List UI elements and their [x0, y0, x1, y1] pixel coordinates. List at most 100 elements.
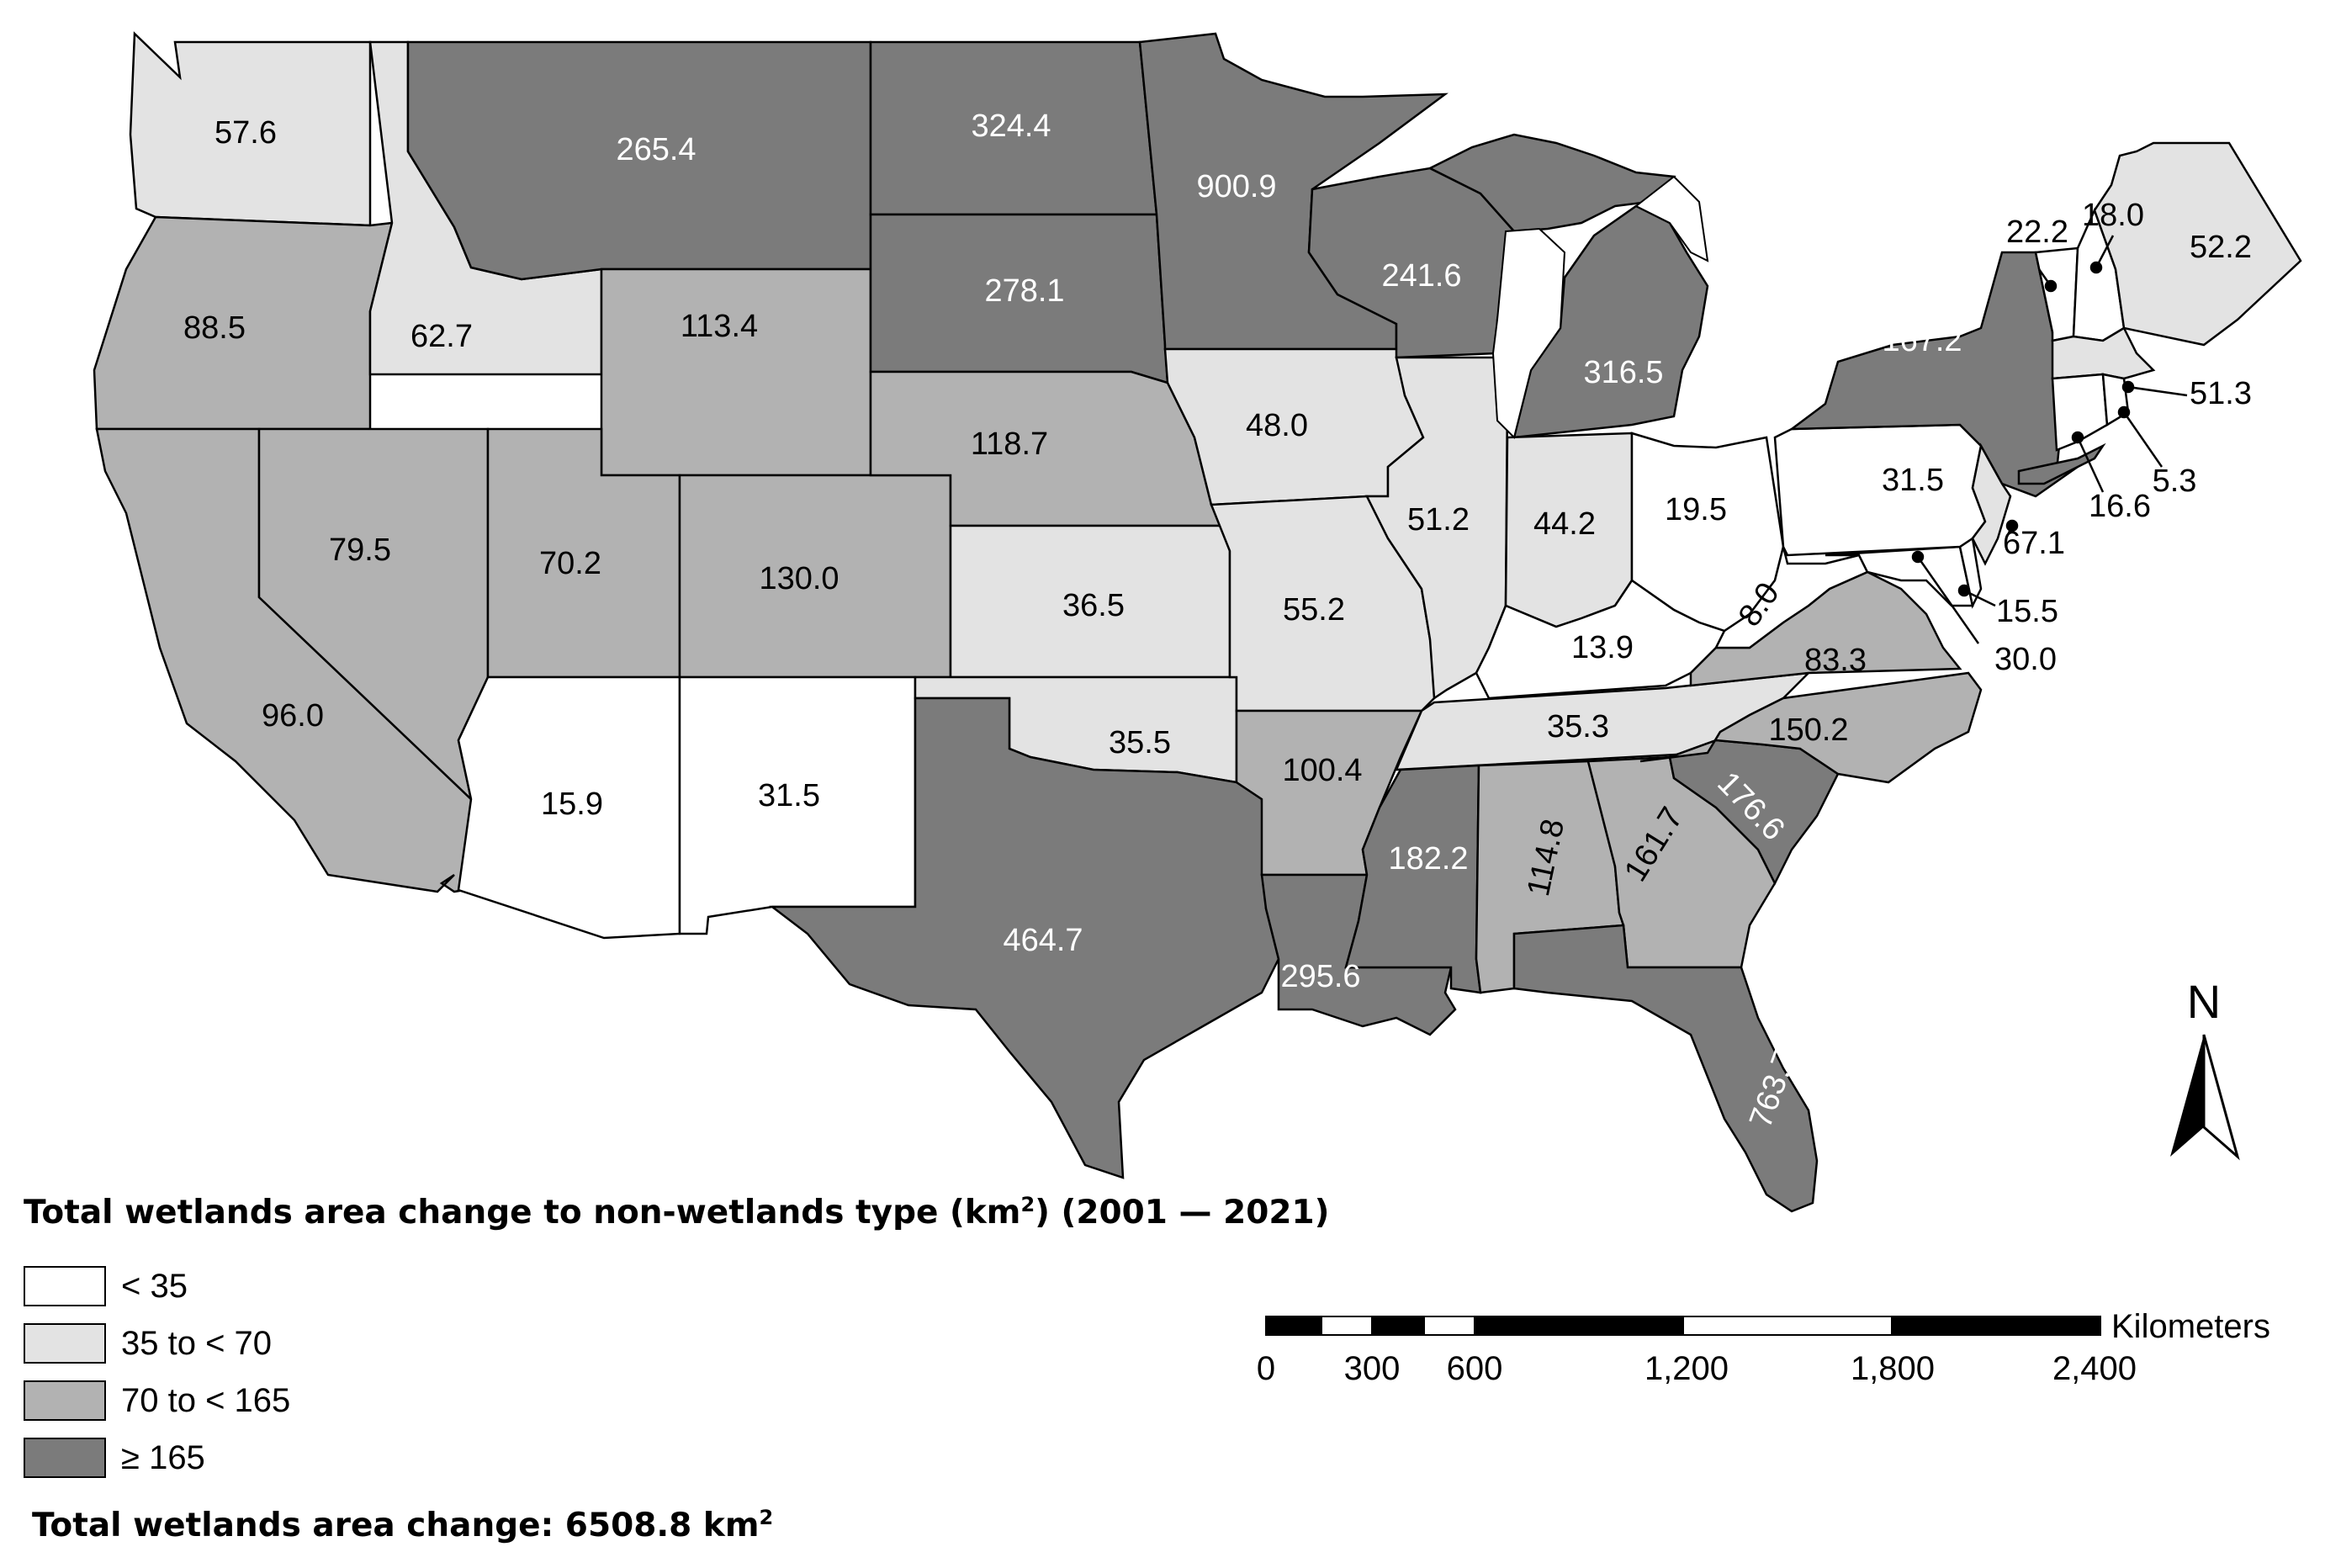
scale-tick-600: 600 — [1447, 1350, 1503, 1387]
scale-seg-1 — [1266, 1316, 1321, 1335]
state-value-CT: 16.6 — [2089, 489, 2151, 524]
state-value-ND: 324.4 — [971, 109, 1051, 144]
legend-swatch-70-to-165 — [24, 1380, 106, 1421]
state-value-MA: 51.3 — [2190, 376, 2252, 411]
leader-lines — [1911, 235, 2188, 644]
legend-swatch-under-35 — [24, 1266, 106, 1306]
scale-bar: 0 300 600 1,200 1,800 2,400 Kilometers — [1257, 1308, 2270, 1387]
state-value-NH: 18.0 — [2082, 198, 2144, 233]
scale-tick-1200: 1,200 — [1644, 1350, 1729, 1387]
state-WY — [600, 268, 872, 477]
legend-label-165-plus: ≥ 165 — [121, 1439, 205, 1476]
state-value-NV: 79.5 — [329, 532, 391, 568]
legend-title: Total wetlands area change to non-wetlan… — [24, 1193, 1329, 1232]
state-FL — [1512, 924, 1819, 1213]
north-label: N — [2187, 975, 2221, 1028]
lake-michigan — [1491, 227, 1566, 439]
state-value-NY: 167.2 — [1882, 323, 1962, 358]
leader-dot-RI — [2117, 405, 2131, 419]
leader-dot-VT — [2044, 279, 2058, 293]
state-value-UT: 70.2 — [539, 546, 601, 581]
legend-label-under-35: < 35 — [121, 1268, 188, 1305]
leader-dot-NH — [2089, 261, 2103, 274]
scale-seg-2 — [1321, 1316, 1373, 1336]
scale-seg-4 — [1423, 1316, 1475, 1336]
state-value-NC: 150.2 — [1768, 712, 1848, 748]
state-PA — [1773, 423, 1987, 557]
legend-label-70-to-165: 70 to < 165 — [121, 1382, 291, 1419]
leader-dot-DE — [1957, 584, 1971, 597]
total-change-sup: 2 — [759, 1506, 774, 1529]
state-value-TN: 35.3 — [1547, 709, 1609, 744]
state-TX — [769, 697, 1280, 1179]
leader-dot-NJ — [2005, 519, 2019, 532]
state-value-ME: 52.2 — [2190, 230, 2252, 265]
legend-swatch-35-to-70 — [24, 1323, 106, 1364]
state-value-MD: 30.0 — [1994, 642, 2057, 677]
leader-dot-MD — [1911, 550, 1925, 564]
north-arrow-icon — [2170, 1034, 2240, 1161]
leader-dot-MA — [2121, 380, 2135, 394]
state-value-OK: 35.5 — [1109, 725, 1171, 760]
legend-swatch-165-plus — [24, 1438, 106, 1478]
state-value-WA: 57.6 — [214, 115, 277, 151]
scale-seg-6 — [1682, 1316, 1893, 1336]
long-island — [2017, 442, 2106, 485]
state-value-LA: 295.6 — [1280, 959, 1360, 994]
scale-tick-300: 300 — [1344, 1350, 1401, 1387]
total-change: Total wetlands area change: 6508.8 km2 — [32, 1506, 773, 1544]
leader-CT — [2076, 437, 2105, 493]
leader-MD — [1916, 556, 1980, 644]
scale-tick-0: 0 — [1257, 1350, 1275, 1387]
lake-huron — [1634, 175, 1709, 262]
state-value-RI: 5.3 — [2153, 464, 2197, 499]
state-value-OH: 19.5 — [1665, 492, 1727, 527]
state-value-WY: 113.4 — [681, 309, 758, 344]
legend-label-35-to-70: 35 to < 70 — [121, 1325, 273, 1362]
state-NJ — [1971, 442, 2012, 566]
state-value-AR: 100.4 — [1282, 753, 1362, 788]
scale-tick-1800: 1,800 — [1851, 1350, 1935, 1387]
state-value-CA: 96.0 — [262, 698, 324, 734]
state-CT — [2051, 373, 2109, 452]
leader-RI — [2122, 411, 2163, 468]
state-value-VT: 22.2 — [2006, 215, 2068, 250]
scale-unit: Kilometers — [2111, 1308, 2270, 1345]
state-value-IL: 51.2 — [1407, 502, 1470, 538]
state-value-MT: 265.4 — [616, 132, 696, 167]
state-value-DE: 15.5 — [1996, 594, 2058, 629]
state-value-IA: 48.0 — [1246, 408, 1308, 443]
leader-dot-CT — [2071, 431, 2084, 444]
state-value-KS: 36.5 — [1062, 588, 1125, 623]
state-value-MI: 316.5 — [1583, 355, 1663, 390]
scale-tick-2400: 2,400 — [2052, 1350, 2137, 1387]
state-value-MN: 900.9 — [1196, 169, 1276, 204]
state-NC — [1639, 671, 1983, 784]
state-value-MO: 55.2 — [1283, 592, 1345, 628]
state-value-TX: 464.7 — [1003, 923, 1083, 958]
state-value-CO: 130.0 — [759, 561, 839, 596]
state-value-VA: 83.3 — [1804, 643, 1867, 678]
state-value-MS: 182.2 — [1388, 841, 1468, 877]
state-value-SD: 278.1 — [984, 273, 1064, 309]
scale-outline — [1265, 1316, 2101, 1336]
legend-title-sup: 2 — [1020, 1193, 1035, 1216]
state-value-AZ: 15.9 — [541, 787, 603, 822]
total-change-text: Total wetlands area change: 6508.8 km — [32, 1507, 760, 1544]
state-value-NM: 31.5 — [758, 778, 820, 813]
scale-seg-3 — [1372, 1316, 1424, 1335]
state-value-OR: 88.5 — [183, 310, 246, 346]
state-value-WI: 241.6 — [1381, 258, 1461, 294]
legend-title-tail: ) (2001 — 2021) — [1035, 1194, 1330, 1232]
state-value-KY: 13.9 — [1571, 630, 1634, 665]
leader-MA — [2127, 385, 2188, 397]
scale-seg-7 — [1892, 1316, 2100, 1335]
state-value-PA: 31.5 — [1882, 463, 1944, 498]
state-value-ID: 62.7 — [410, 319, 473, 354]
scale-seg-5 — [1475, 1316, 1683, 1335]
state-value-IN: 44.2 — [1533, 506, 1596, 542]
state-value-NE: 118.7 — [971, 426, 1048, 462]
legend-title-main: Total wetlands area change to non-wetlan… — [24, 1194, 1021, 1232]
